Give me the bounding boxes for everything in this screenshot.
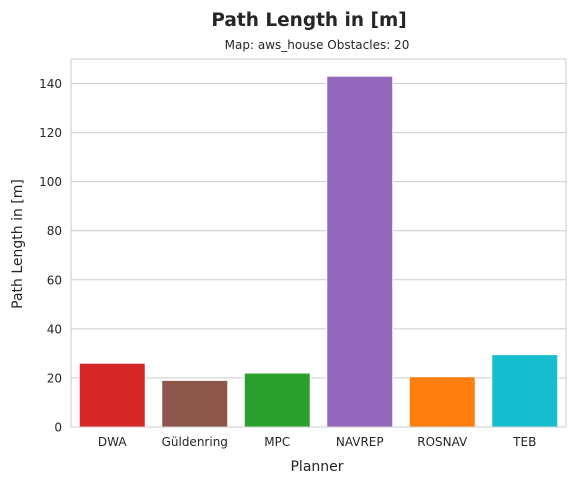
bar-navrep: [326, 75, 394, 428]
x-axis-label: Planner: [290, 459, 343, 475]
x-tick-label: ROSNAV: [417, 435, 468, 449]
bar-teb: [491, 354, 559, 428]
x-tick-labels: DWA Güldenring MPC NAVREP ROSNAV TEB: [98, 435, 536, 449]
chart-title: Path Length in [m]: [211, 10, 406, 31]
x-tick-label: Güldenring: [162, 435, 228, 449]
gridlines: [71, 83, 566, 428]
bar-dwa: [78, 362, 146, 428]
x-tick-label: NAVREP: [336, 435, 384, 449]
y-tick-label: 140: [39, 77, 62, 91]
bar-güldenring: [161, 379, 229, 428]
bars: [78, 75, 559, 428]
bar-mpc: [243, 372, 311, 428]
bar-rosnav: [408, 376, 476, 428]
x-tick-label: MPC: [264, 435, 290, 449]
y-tick-label: 0: [54, 421, 62, 435]
y-tick-label: 40: [47, 322, 62, 336]
x-tick-label: DWA: [98, 435, 127, 449]
y-tick-label: 20: [47, 371, 62, 385]
y-tick-label: 80: [47, 224, 62, 238]
plot-frame: [70, 58, 567, 428]
chart-subtitle: Map: aws_house Obstacles: 20: [225, 38, 410, 52]
y-axis-label: Path Length in [m]: [10, 179, 26, 309]
x-tick-label: TEB: [512, 435, 536, 449]
y-tick-label: 100: [39, 175, 62, 189]
y-tick-label: 120: [39, 126, 62, 140]
y-tick-label: 60: [47, 273, 62, 287]
y-tick-labels: 0 20 40 60 80 100 120 140: [39, 77, 62, 434]
